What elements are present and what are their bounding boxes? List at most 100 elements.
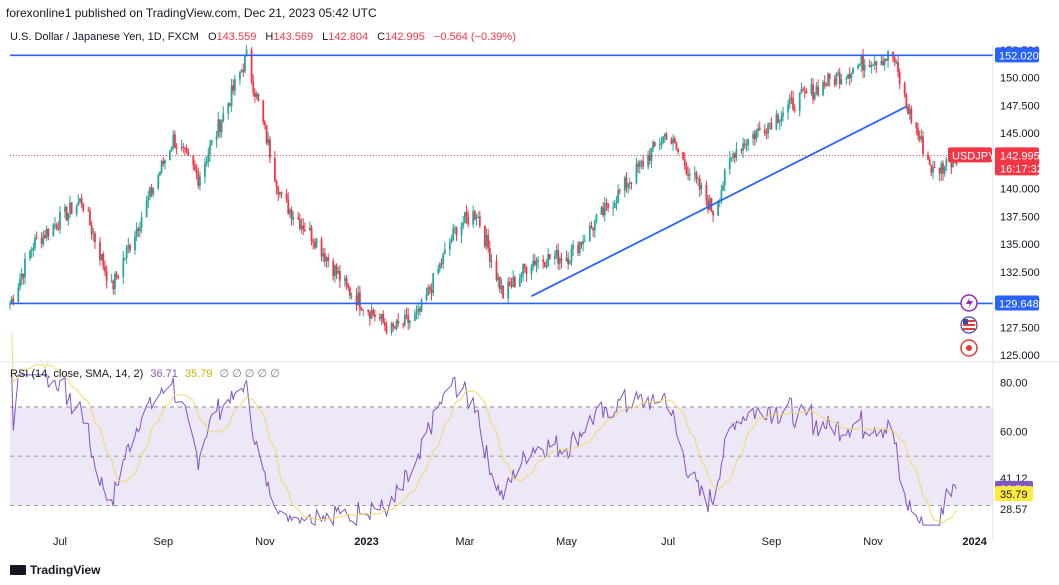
candle-body — [793, 109, 796, 111]
side-icons[interactable] — [960, 294, 978, 357]
candle-body — [570, 249, 573, 262]
candle-body — [127, 245, 130, 248]
symbol-legend: U.S. Dollar / Japanese Yen, 1D, FXCM O 14… — [10, 31, 516, 43]
candle-body — [10, 298, 13, 305]
candle-body — [588, 225, 591, 242]
candle-body — [195, 169, 198, 174]
price-tick-label: 150.000 — [1000, 73, 1040, 85]
candle-body — [64, 206, 66, 212]
candle-body — [578, 241, 581, 254]
candle-body — [952, 159, 954, 168]
alert-icon[interactable] — [960, 294, 978, 312]
candle-body — [332, 261, 335, 277]
candle-body — [863, 64, 866, 71]
candle-body — [908, 108, 911, 115]
candle-body — [675, 142, 678, 150]
candle-body — [373, 314, 376, 318]
candle-body — [942, 163, 944, 174]
candle-body — [367, 309, 370, 313]
candle-body — [523, 263, 526, 268]
low-value: 142.804 — [328, 31, 369, 43]
candle-body — [910, 108, 913, 123]
target-icon[interactable] — [960, 339, 978, 357]
time-tick-label: Nov — [863, 536, 883, 548]
candle-body — [612, 207, 615, 209]
candle-body — [490, 260, 493, 262]
candle-body — [180, 146, 183, 148]
candle-body — [850, 73, 853, 79]
candle-body — [102, 254, 105, 267]
candle-body — [862, 56, 864, 71]
candle-body — [950, 159, 953, 168]
candle-body — [54, 224, 56, 226]
candle-body — [688, 174, 691, 176]
candle-body — [287, 199, 290, 214]
open-label: O — [208, 31, 217, 43]
last-price-box — [995, 147, 1039, 176]
candle-body — [378, 317, 381, 319]
candle-body — [87, 210, 90, 212]
candle-body — [920, 136, 923, 140]
candle-body — [114, 273, 116, 290]
candle-body — [265, 125, 268, 144]
candle-body — [418, 308, 421, 312]
candle-body — [802, 89, 804, 91]
candle-body — [498, 276, 501, 290]
candle-body — [194, 165, 196, 170]
candle-body — [518, 277, 521, 287]
candle-body — [52, 224, 55, 237]
candle-body — [758, 128, 761, 131]
candle-body — [42, 234, 45, 244]
candle-body — [463, 212, 466, 223]
candle-body — [110, 280, 113, 282]
candle-body — [560, 258, 563, 262]
candle-body — [790, 97, 793, 99]
candle-body — [625, 177, 628, 188]
price-pane[interactable] — [9, 44, 993, 336]
candle-body — [310, 227, 313, 242]
candle-body — [280, 192, 283, 194]
candle-body — [870, 65, 873, 68]
candle-body — [455, 227, 458, 236]
time-tick-label: Sep — [762, 536, 782, 548]
candle-body — [653, 141, 656, 146]
candle-body — [274, 157, 276, 181]
candle-body — [383, 322, 386, 326]
candle-body — [285, 193, 288, 200]
candle-body — [149, 187, 151, 197]
candle-body — [234, 79, 236, 91]
candle-body — [873, 61, 876, 65]
candle-body — [635, 163, 638, 184]
hidden-series-icons[interactable]: ∅ ∅ ∅ ∅ ∅ — [219, 368, 280, 380]
candle-body — [745, 145, 748, 147]
candle-body — [627, 184, 630, 188]
candle-body — [705, 184, 708, 201]
candle-body — [837, 72, 839, 74]
candle-body — [483, 225, 486, 247]
candle-body — [442, 253, 445, 265]
symbol-title[interactable]: U.S. Dollar / Japanese Yen, 1D, FXCM — [10, 31, 199, 43]
candle-body — [325, 257, 328, 262]
rsi-title[interactable]: RSI (14, close, SMA, 14, 2) — [10, 368, 144, 380]
candle-body — [592, 227, 595, 231]
candle-body — [775, 114, 778, 130]
time-tick-label: 2024 — [962, 536, 987, 548]
rsi-pane[interactable] — [10, 333, 993, 527]
candle-body — [355, 295, 358, 306]
candle-body — [403, 315, 406, 326]
candle-body — [264, 121, 266, 126]
candle-body — [428, 287, 431, 291]
candle-body — [522, 263, 525, 275]
candle-body — [312, 241, 315, 243]
candle-body — [673, 138, 676, 143]
candle-body — [590, 225, 593, 228]
candle-body — [92, 233, 95, 235]
change-value: −0.564 (−0.39%) — [433, 31, 516, 43]
candle-body — [823, 82, 826, 86]
candle-body — [65, 206, 68, 221]
candle-body — [623, 177, 626, 191]
candle-body — [192, 155, 195, 166]
candle-body — [29, 251, 31, 259]
us-flag-icon[interactable] — [960, 316, 978, 334]
